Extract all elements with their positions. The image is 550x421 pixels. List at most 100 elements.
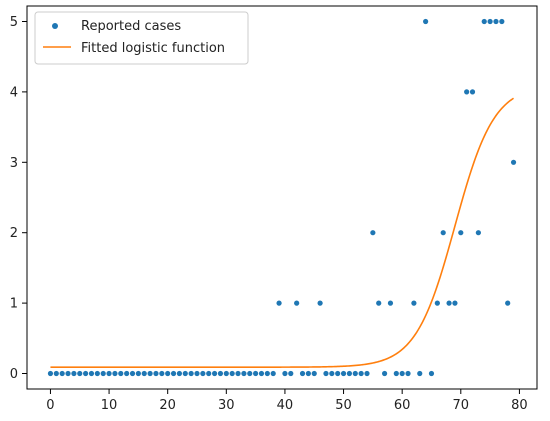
scatter-point <box>53 370 59 377</box>
scatter-point <box>434 300 440 306</box>
x-tick-label: 10 <box>101 398 118 413</box>
scatter-point <box>323 370 329 377</box>
y-tick-label: 5 <box>10 15 18 30</box>
y-tick-label: 1 <box>10 297 18 312</box>
x-tick-label: 20 <box>159 398 176 413</box>
scatter-point <box>505 300 511 306</box>
scatter-point <box>423 18 429 25</box>
scatter-point <box>83 370 89 377</box>
x-tick-label: 40 <box>277 398 294 413</box>
scatter-point <box>217 370 224 377</box>
scatter-point <box>352 370 358 377</box>
scatter-point <box>440 230 446 236</box>
scatter-point <box>276 300 282 306</box>
scatter-point <box>405 370 411 377</box>
scatter-point <box>346 370 353 377</box>
scatter-point <box>299 370 306 377</box>
scatter-point <box>475 230 481 236</box>
scatter-point <box>376 300 382 306</box>
scatter-point <box>294 300 300 306</box>
scatter-point <box>510 159 517 165</box>
x-tick-label: 80 <box>511 398 528 413</box>
plot-background <box>27 6 537 389</box>
scatter-point <box>118 370 124 377</box>
x-tick-label: 50 <box>335 398 352 413</box>
scatter-point <box>235 370 241 377</box>
x-axis: 0 10 20 30 40 50 60 70 80 <box>46 389 528 413</box>
scatter-point <box>165 370 171 377</box>
scatter-point <box>340 370 347 377</box>
scatter-point <box>499 18 505 25</box>
scatter-point <box>335 370 341 377</box>
scatter-point <box>446 300 452 306</box>
scatter-point <box>94 370 100 377</box>
scatter-point <box>176 370 183 377</box>
scatter-point <box>264 370 270 377</box>
scatter-point <box>206 370 212 377</box>
scatter-point <box>452 300 458 306</box>
scatter-point <box>100 370 106 377</box>
y-tick-label: 2 <box>10 226 18 241</box>
scatter-point <box>188 370 194 377</box>
scatter-point <box>124 370 130 377</box>
scatter-point <box>258 370 265 377</box>
scatter-point <box>481 18 487 25</box>
scatter-point <box>247 370 253 377</box>
scatter-point <box>147 370 153 377</box>
scatter-point <box>47 370 54 377</box>
scatter-point <box>329 370 335 377</box>
scatter-point <box>229 370 235 377</box>
scatter-point <box>182 370 188 377</box>
scatter-point <box>88 370 95 377</box>
legend: Reported cases Fitted logistic function <box>34 11 249 65</box>
scatter-point <box>71 370 77 377</box>
scatter-point <box>223 370 229 377</box>
scatter-point <box>141 370 147 377</box>
scatter-point <box>411 300 417 306</box>
scatter-point <box>270 370 276 377</box>
x-tick-label: 60 <box>394 398 411 413</box>
scatter-points-layer <box>47 18 517 377</box>
fitted-curve-layer <box>50 97 514 368</box>
scatter-point <box>153 370 159 377</box>
scatter-point <box>112 370 118 377</box>
legend-label-fitted-logistic: Fitted logistic function <box>81 41 225 56</box>
scatter-point <box>487 18 493 25</box>
scatter-point <box>370 230 376 236</box>
scatter-point <box>135 370 141 377</box>
y-tick-label: 4 <box>10 85 18 100</box>
scatter-point <box>253 370 259 377</box>
scatter-point <box>387 300 394 306</box>
scatter-point <box>211 370 218 377</box>
scatter-point <box>493 18 499 25</box>
scatter-point <box>464 89 470 95</box>
scatter-point <box>469 89 476 95</box>
scatter-point <box>311 370 317 377</box>
scatter-point <box>428 370 435 377</box>
scatter-point <box>399 370 405 377</box>
scatter-point <box>458 230 464 236</box>
scatter-point <box>106 370 112 377</box>
scatter-point <box>65 370 71 377</box>
scatter-point <box>288 370 294 377</box>
scatter-point <box>305 370 311 377</box>
scatter-point <box>364 370 370 377</box>
scatter-point <box>159 370 165 377</box>
x-tick-label: 70 <box>453 398 470 413</box>
scatter-point <box>129 370 136 377</box>
scatter-point <box>194 370 200 377</box>
scatter-point <box>358 370 364 377</box>
scatter-point <box>393 370 399 377</box>
scatter-point <box>417 370 423 377</box>
legend-label-reported-cases: Reported cases <box>81 19 181 34</box>
scatter-point <box>241 370 247 377</box>
fitted-logistic-line <box>50 97 514 368</box>
y-axis: 0 1 2 3 4 5 <box>10 15 27 382</box>
scatter-point <box>59 370 65 377</box>
scatter-point <box>170 370 177 377</box>
x-tick-label: 0 <box>46 398 54 413</box>
scatter-point <box>317 300 323 306</box>
scatter-point <box>77 370 83 377</box>
scatter-point <box>200 370 206 377</box>
